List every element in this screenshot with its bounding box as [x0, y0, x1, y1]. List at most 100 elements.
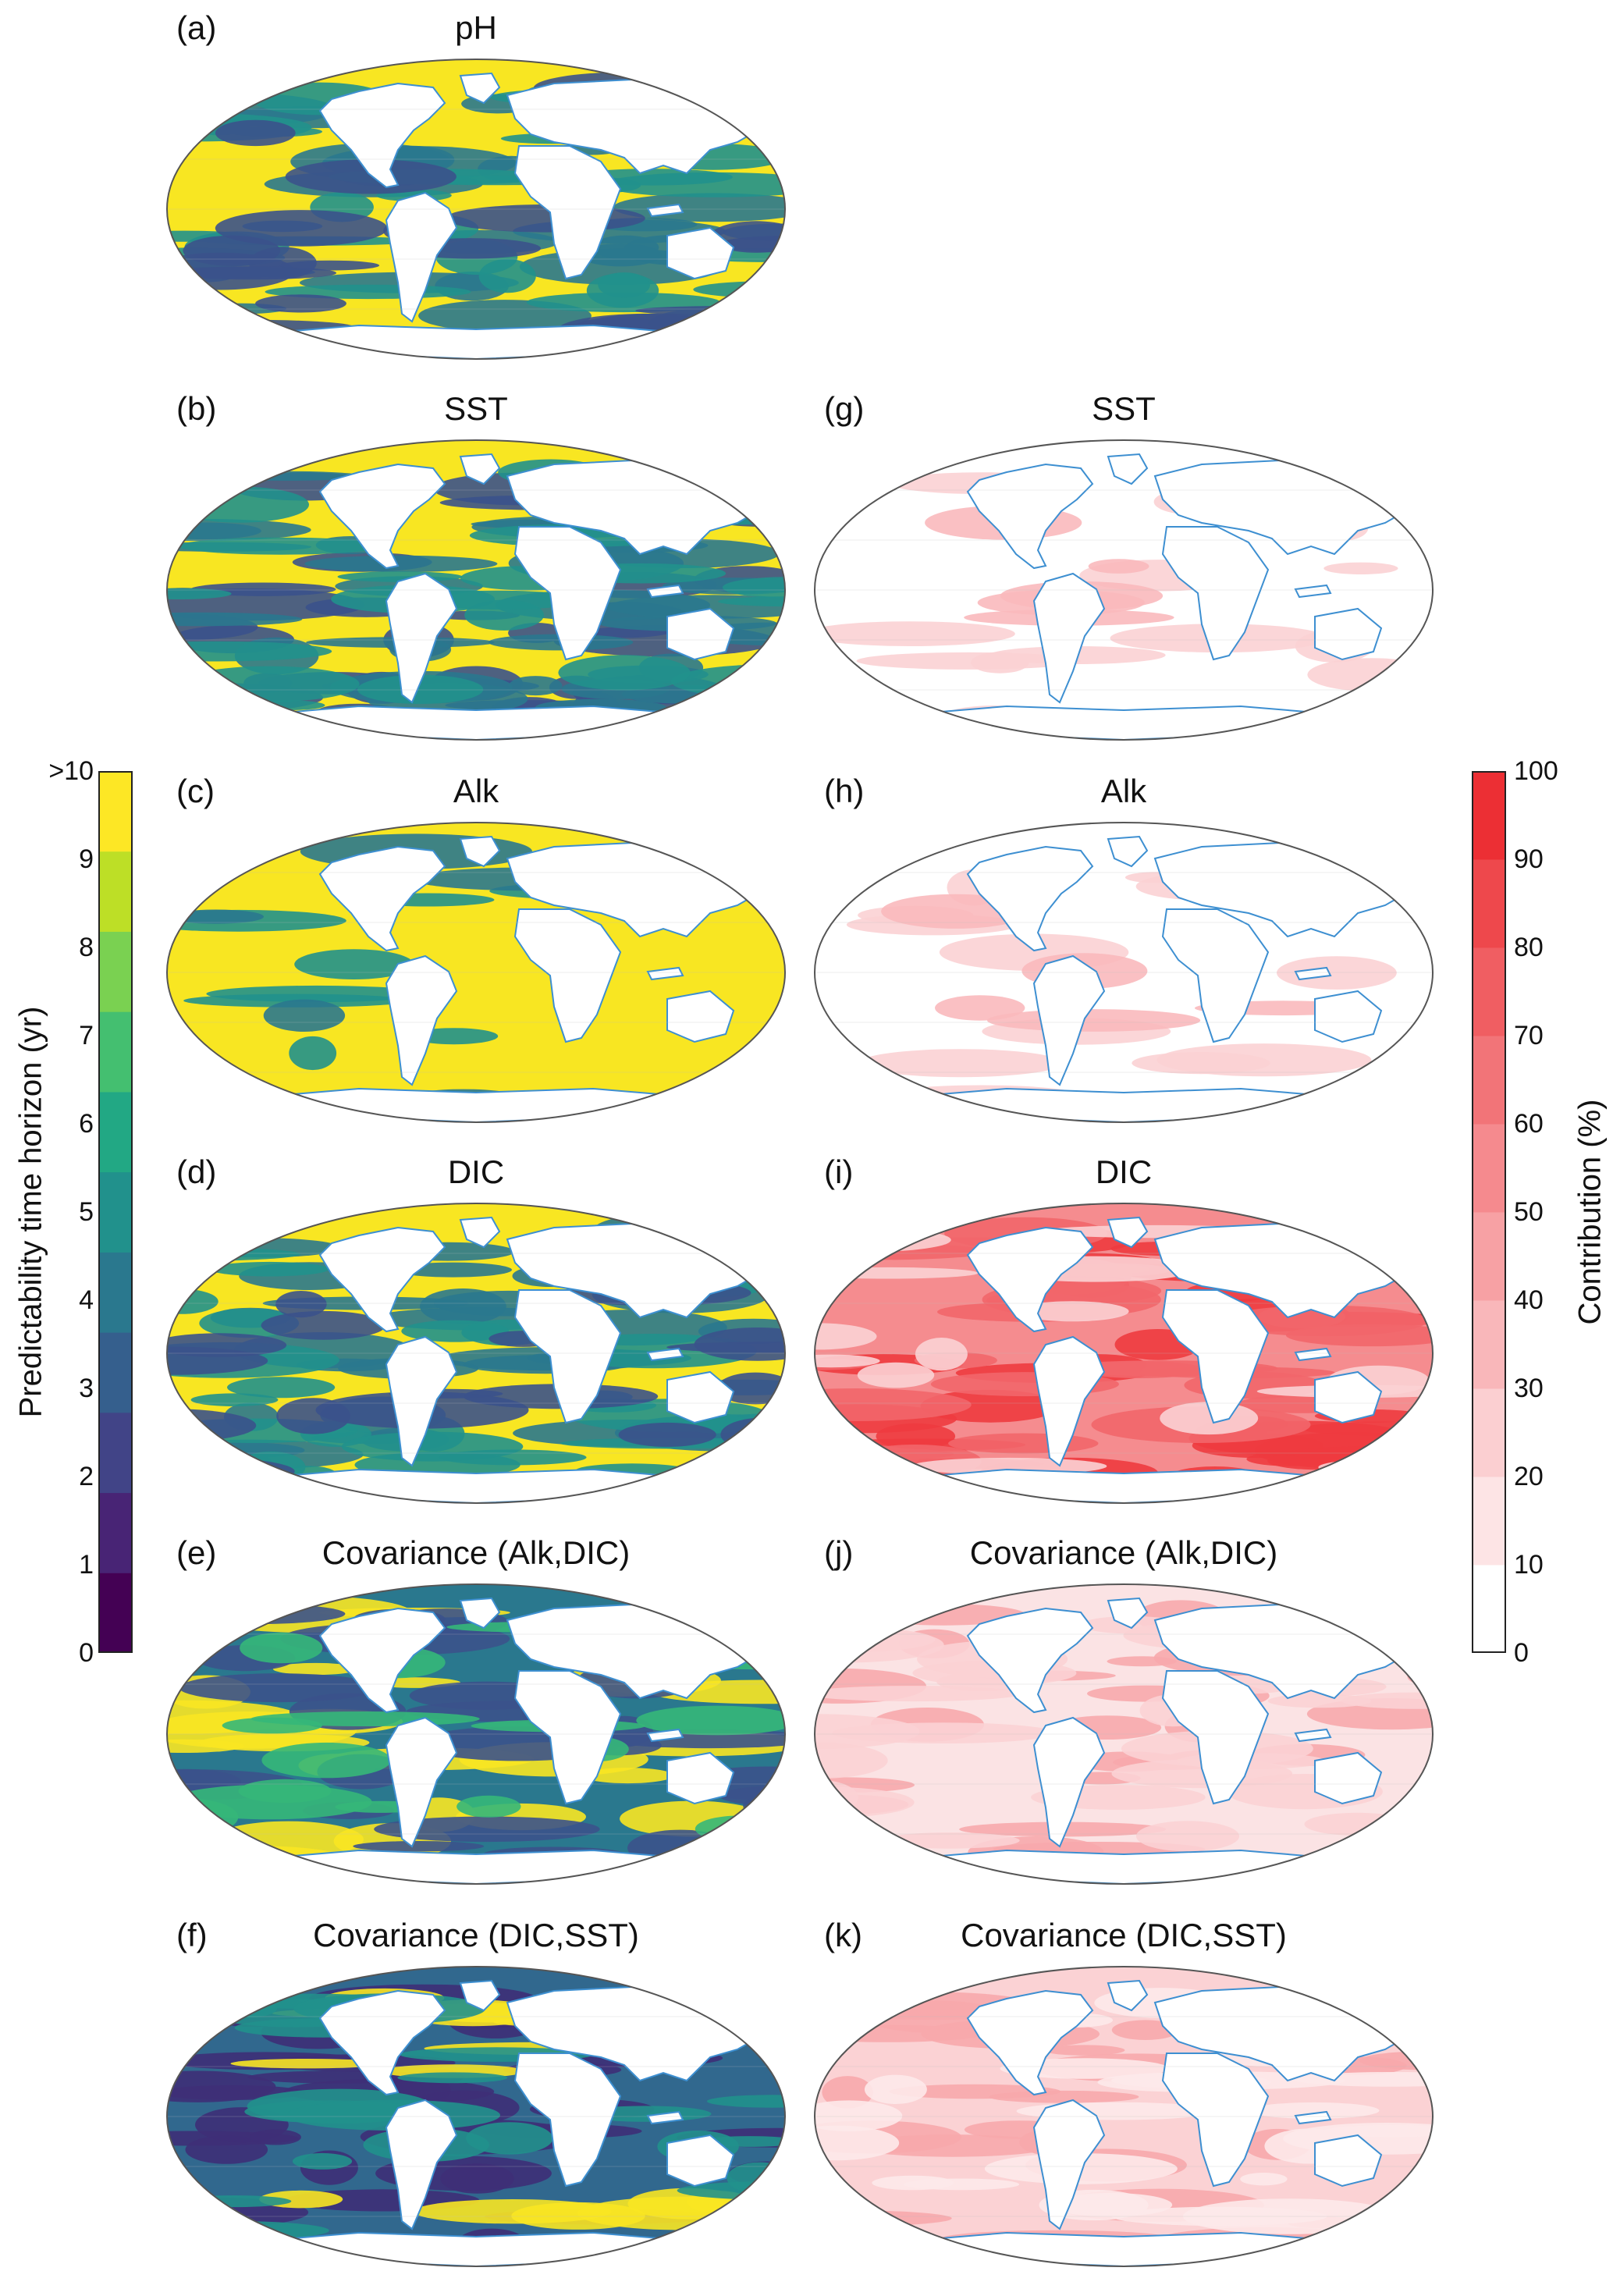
field-patch [215, 210, 388, 247]
colorbar-swatch [98, 1492, 133, 1573]
land-mass [1107, 453, 1149, 485]
field-patch [915, 1338, 968, 1371]
map-frame [166, 439, 786, 741]
colorbar-tick-label: 100 [1514, 756, 1558, 786]
colorbar-swatch [98, 1332, 133, 1413]
land-mass [666, 1751, 735, 1805]
land-mass [385, 1335, 458, 1467]
panel-b: (b) SST [164, 390, 788, 741]
field-patch [275, 1291, 327, 1318]
land-mass [1294, 1347, 1332, 1362]
field-patch [209, 1261, 329, 1277]
panel-c-map [166, 822, 786, 1123]
field-patch [167, 2070, 276, 2102]
field-patch [1285, 1324, 1433, 1347]
field-patch [735, 325, 785, 342]
colorbar-swatch [98, 1252, 133, 1333]
field-patch [178, 2195, 292, 2208]
colorbar-left-ticks: 0 1 2 3 4 5 6 7 8 9 >10 [47, 0, 94, 2296]
land-mass [1032, 2099, 1106, 2230]
map-frame [814, 439, 1434, 741]
field-patch [1370, 463, 1433, 481]
land-mass [459, 72, 501, 105]
land-mass [1314, 1370, 1383, 1424]
panel-d: (d) DIC [164, 1153, 788, 1504]
field-patch [815, 2125, 900, 2161]
field-patch [457, 1795, 521, 1818]
panel-k-label: (k) [824, 1917, 862, 1953]
field-patch [466, 2122, 553, 2155]
colorbar-swatch [98, 1412, 133, 1494]
land-mass [265, 1087, 687, 1122]
field-patch [685, 1992, 785, 2010]
field-patch [876, 1423, 956, 1449]
field-patch [227, 1377, 336, 1399]
field-patch [357, 674, 484, 704]
colorbar-swatch [1472, 1212, 1506, 1301]
land-mass [1161, 2053, 1270, 2188]
field-patch [179, 1673, 378, 1703]
land-mass [1032, 1335, 1106, 1467]
land-mass [385, 191, 458, 323]
field-patch [827, 486, 876, 505]
colorbar-right-swatches [1472, 771, 1506, 1653]
field-patch [341, 1431, 524, 1462]
land-mass [1161, 1289, 1270, 1424]
colorbar-tick-label: 30 [1514, 1374, 1544, 1403]
field-patch [1323, 562, 1398, 574]
field-patch [397, 2072, 508, 2084]
land-mass [1294, 2110, 1332, 2125]
field-patch [294, 949, 414, 979]
panel-e: (e) Covariance (Alk,DIC) [164, 1534, 788, 1885]
field-patch [558, 655, 691, 691]
field-patch [1267, 1694, 1372, 1708]
colorbar-tick-label: 0 [79, 1638, 94, 1668]
map-frame [814, 1203, 1434, 1504]
field-patch [185, 2135, 268, 2164]
panel-i: (i) DIC [812, 1153, 1436, 1504]
colorbar-tick-label: 8 [79, 933, 94, 962]
panel-e-title: Covariance (Alk,DIC) [322, 1534, 631, 1571]
field-patch [292, 2152, 353, 2170]
colorbar-swatch [98, 1091, 133, 1173]
field-patch [168, 1784, 372, 1820]
land-mass [459, 1597, 501, 1630]
field-patch [167, 909, 264, 924]
field-patch [167, 1838, 265, 1863]
field-patch [167, 1346, 268, 1375]
field-patch [230, 2059, 384, 2069]
colorbar-swatch [98, 931, 133, 1012]
field-patch [1341, 1692, 1433, 1709]
land-mass [1294, 584, 1332, 599]
colorbar-tick-label: 0 [1514, 1638, 1529, 1668]
field-patch [167, 588, 232, 600]
colorbar-tick-label: 70 [1514, 1021, 1544, 1050]
panel-g-map [814, 439, 1434, 741]
land-mass [1294, 966, 1332, 981]
land-mass [513, 1289, 622, 1424]
field-patch [374, 1816, 600, 1843]
field-patch [1249, 2102, 1380, 2119]
field-patch [279, 260, 380, 271]
field-patch [889, 2084, 1061, 2099]
land-mass [1032, 572, 1106, 704]
panel-i-map [814, 1203, 1434, 1504]
field-patch [815, 1742, 888, 1779]
field-patch [815, 1323, 877, 1350]
colorbar-left [98, 771, 133, 1653]
field-patch [167, 464, 264, 475]
panel-a: (a) pH [164, 9, 788, 360]
field-patch [285, 159, 457, 194]
panel-d-label: (d) [176, 1153, 217, 1190]
colorbar-left-title: Predictability time horizon (yr) [13, 1006, 48, 1418]
colorbar-tick-label: 4 [79, 1285, 94, 1315]
land-mass [1032, 1716, 1106, 1848]
panel-f-map [166, 1966, 786, 2267]
land-mass [1161, 526, 1270, 661]
land-mass [513, 2053, 622, 2188]
panel-b-title: SST [444, 390, 508, 427]
field-patch [935, 995, 1025, 1021]
map-frame [814, 822, 1434, 1123]
panel-h-label: (h) [824, 773, 865, 809]
colorbar-swatch [1472, 771, 1506, 860]
